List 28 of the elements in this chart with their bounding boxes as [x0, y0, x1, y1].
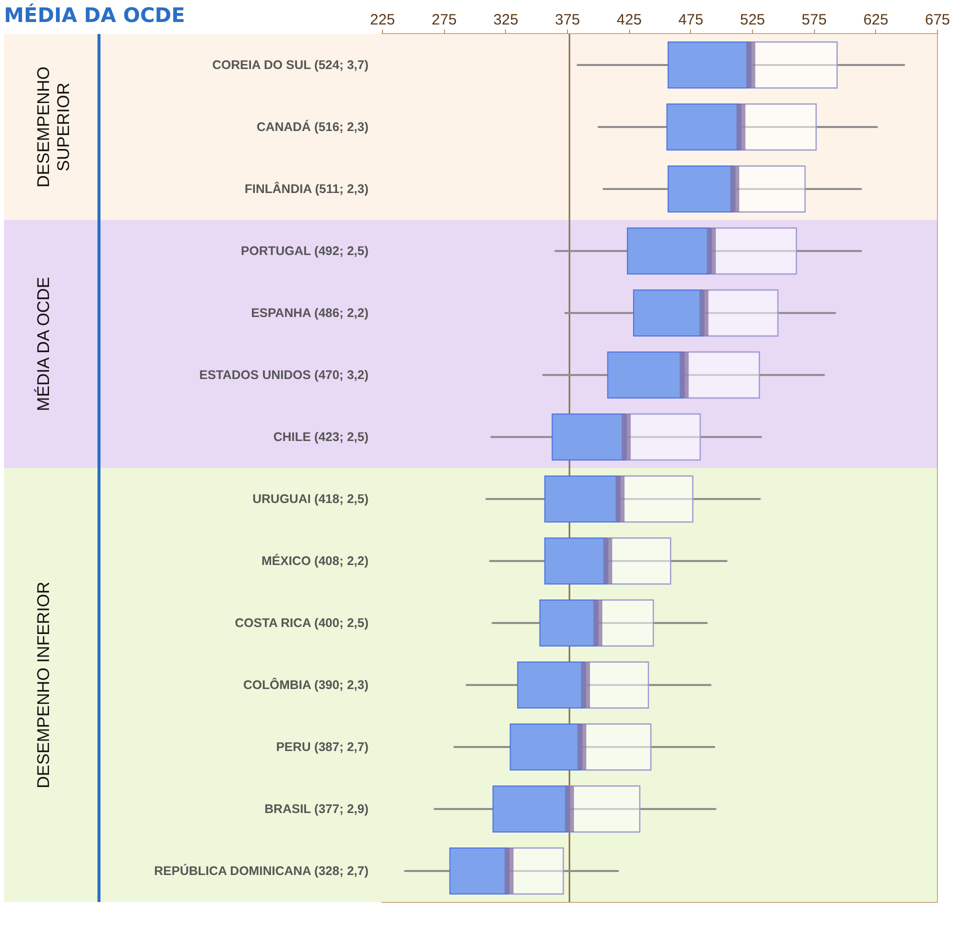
y-tick-label: PORTUGAL (492; 2,5) [240, 244, 368, 258]
x-tick-label: 325 [493, 12, 518, 28]
y-tick-label: CHILE (423; 2,5) [273, 430, 368, 444]
x-tick-label: 225 [370, 12, 396, 28]
y-tick-label: PERU (387; 2,7) [276, 740, 368, 754]
band-label: DESEMPENHO INFERIOR [34, 582, 53, 788]
y-tick-label: URUGUAI (418; 2,5) [252, 492, 368, 506]
x-tick-label: 475 [678, 12, 704, 28]
band-label: DESEMPENHO SUPERIOR [34, 66, 73, 188]
text: MÉDIA DA OCDE [4, 3, 186, 27]
y-tick-label: ESTADOS UNIDOS (470; 3,2) [199, 368, 368, 382]
y-tick-label: CANADÁ (516; 2,3) [256, 119, 368, 134]
y-tick-label: COLÔMBIA (390; 2,3) [243, 677, 368, 692]
y-tick-label: MÉXICO (408; 2,2) [262, 553, 368, 568]
y-tick-label: FINLÂNDIA (511; 2,3) [244, 181, 368, 196]
x-tick-label: 675 [924, 12, 950, 28]
x-tick-label: 575 [802, 12, 827, 28]
y-tick-label: ESPANHA (486; 2,2) [251, 306, 368, 320]
y-tick-label: COSTA RICA (400; 2,5) [234, 616, 368, 630]
x-tick-label: 375 [554, 12, 580, 28]
x-tick-label: 425 [616, 12, 642, 28]
y-tick-label: REPÚBLICA DOMINICANA (328; 2,7) [154, 863, 368, 878]
y-tick-label: BRASIL (377; 2,9) [264, 802, 368, 816]
y-tick-label: COREIA DO SUL (524; 3,7) [212, 58, 368, 72]
band-label: MÉDIA DA OCDE [34, 276, 53, 412]
x-tick-label: 275 [432, 12, 457, 28]
x-tick-label: 625 [863, 12, 888, 28]
x-tick-label: 525 [740, 12, 766, 28]
